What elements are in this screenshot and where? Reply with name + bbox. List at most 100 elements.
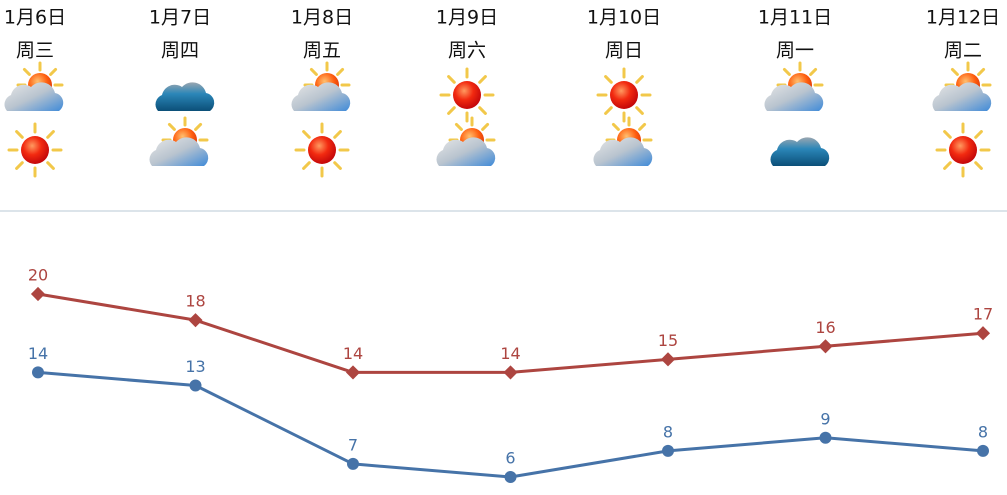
weather-icon (291, 61, 351, 111)
cloud (593, 137, 653, 166)
sun-ray (447, 75, 456, 84)
weather-icon (764, 61, 824, 111)
weather-icon (7, 122, 63, 178)
weather-icon (932, 61, 992, 111)
weekday: 周五 (303, 40, 341, 62)
point (188, 313, 203, 328)
point (347, 457, 359, 470)
sun-ray (309, 67, 318, 76)
cloud (770, 137, 830, 166)
weather-icon (593, 116, 653, 166)
weekday: 周日 (605, 40, 643, 62)
sun-ray (15, 130, 24, 139)
point (30, 286, 46, 302)
sun-ray (22, 67, 31, 76)
point (189, 379, 202, 392)
weather-icon (4, 61, 64, 111)
sun-ray (46, 161, 55, 170)
sun-ray (974, 161, 983, 170)
cloud (932, 82, 992, 111)
sun-ray (302, 130, 311, 139)
sun-ray (454, 122, 463, 131)
value-label: 7 (348, 435, 358, 454)
weather-icon (439, 67, 495, 123)
weather-icon (294, 122, 350, 178)
point (504, 471, 517, 483)
sun-ray (611, 122, 620, 131)
value-label: 15 (658, 331, 678, 350)
cloud (4, 82, 64, 111)
cloud (436, 137, 496, 166)
date: 1月9日 (436, 7, 498, 29)
cloud (149, 137, 209, 166)
sun-ray (977, 67, 986, 76)
sun-ray (782, 67, 791, 76)
point (662, 444, 674, 457)
sun-ray (604, 106, 613, 115)
point (975, 326, 991, 341)
sun-ray (809, 67, 818, 76)
sun (308, 136, 336, 164)
weekday: 周一 (776, 40, 814, 62)
sun-ray (46, 130, 55, 139)
value-label: 20 (28, 266, 48, 285)
cloud (155, 82, 215, 111)
weekday: 周六 (448, 40, 486, 62)
date: 1月7日 (149, 7, 211, 29)
value-label: 14 (343, 344, 363, 363)
sun (453, 81, 481, 109)
temperature-chart: 20 18 14 14 15 16 17 14 13 7 6 8 9 8 (28, 266, 993, 483)
weather-icon (935, 122, 991, 178)
sun-ray (478, 75, 487, 84)
cloud (291, 82, 351, 111)
sun-ray (943, 130, 952, 139)
point (818, 339, 833, 354)
point (660, 352, 676, 367)
weekday: 周二 (944, 40, 982, 62)
value-label: 6 (505, 449, 515, 468)
sun-ray (974, 130, 983, 139)
date: 1月8日 (291, 7, 353, 29)
point (503, 365, 518, 380)
date: 1月6日 (4, 7, 66, 29)
sun-ray (194, 122, 203, 131)
weekday: 周三 (16, 40, 54, 62)
sun-ray (478, 106, 487, 115)
point (977, 444, 989, 457)
sun-ray (604, 75, 613, 84)
date: 1月10日 (587, 7, 661, 29)
value-label: 14 (500, 344, 520, 363)
sun-ray (333, 130, 342, 139)
sun-ray (49, 67, 58, 76)
value-label: 13 (185, 357, 205, 376)
point (819, 431, 832, 444)
point (32, 366, 44, 379)
weather-icon (155, 82, 215, 111)
sun-ray (635, 75, 644, 84)
sun-ray (635, 106, 644, 115)
value-label: 8 (663, 422, 673, 441)
weather-icon (596, 67, 652, 123)
weekday: 周四 (161, 40, 199, 62)
sun-ray (15, 161, 24, 170)
value-label: 18 (185, 292, 205, 311)
sun-ray (638, 122, 647, 131)
cloud (764, 82, 824, 111)
weather-icon (149, 116, 209, 166)
weather-icon (436, 116, 496, 166)
date: 1月12日 (926, 7, 1000, 29)
value-label: 9 (820, 409, 830, 428)
weather-icon (770, 137, 830, 166)
sun-ray (336, 67, 345, 76)
sun (21, 136, 49, 164)
sun (610, 81, 638, 109)
point (345, 365, 361, 380)
sun-ray (302, 161, 311, 170)
sun-ray (481, 122, 490, 131)
date: 1月11日 (758, 7, 832, 29)
sun (949, 136, 977, 164)
sun-ray (950, 67, 959, 76)
sun-ray (447, 106, 456, 115)
